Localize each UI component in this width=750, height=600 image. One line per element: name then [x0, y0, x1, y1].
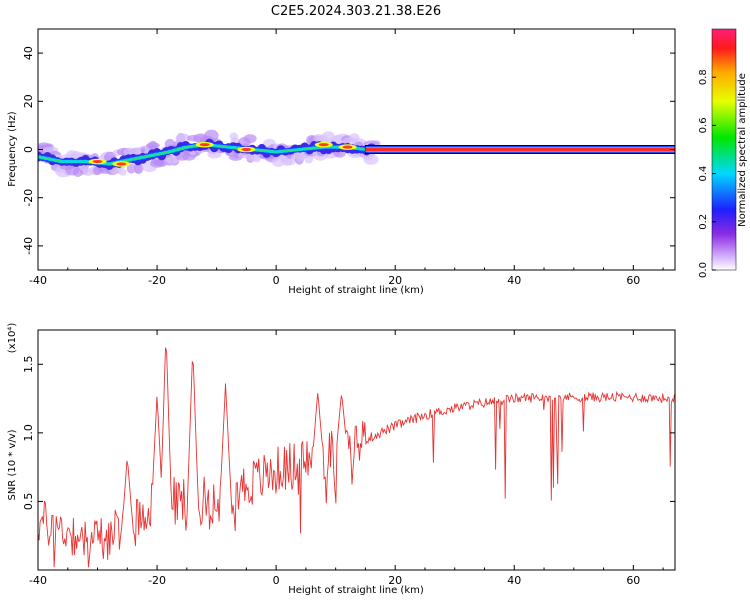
spectrogram-hot-spot-core — [318, 143, 329, 147]
snr-panel: -40 -20 0 20 40 60 0.5 1.0 1.5 Height of straigh… — [7, 323, 676, 596]
spectrogram-halo-blob — [165, 157, 180, 164]
x-tick-label: 60 — [626, 574, 640, 587]
x-tick-label: -20 — [148, 274, 166, 287]
colorbar: 0.0 0.2 0.4 0.6 0.8 Normalized spectral ampl… — [698, 28, 748, 278]
snr-x-label: Height of straight line (km) — [288, 585, 424, 596]
spectrogram-x-label: Height of straight line (km) — [288, 285, 424, 296]
x-tick-label: 40 — [507, 574, 521, 587]
x-tick-label: 20 — [388, 574, 402, 587]
spectrogram-halo-blob — [175, 133, 191, 144]
y-tick-label: 0 — [22, 146, 35, 153]
y-tick-label: 0.5 — [22, 493, 35, 511]
y-tick-label: 1.0 — [22, 424, 35, 442]
spectrogram-halo-blob — [363, 154, 379, 165]
y-tick-label: -40 — [22, 237, 35, 255]
snr-series-line — [38, 347, 675, 568]
spectrogram-hot-spot-core — [116, 162, 127, 166]
spectrogram-hot-spot-core — [92, 159, 103, 164]
spectrogram-hot-spot-core — [241, 147, 252, 152]
steady-band-core — [365, 147, 675, 152]
snr-ticks: -40 -20 0 20 40 60 0.5 1.0 1.5 — [22, 330, 675, 587]
spectrogram-ridge-segment — [162, 151, 172, 154]
spectrogram-halo-blob — [118, 168, 127, 176]
snr-y-label: SNR (10 * v/v) — [7, 429, 18, 500]
spectrogram-marks — [38, 129, 675, 178]
colorbar-gradient — [711, 28, 737, 271]
spectrogram-ridge-segment — [166, 150, 176, 153]
figure-title: C2E5.2024.303.21.38.E26 — [271, 4, 441, 19]
x-tick-label: -40 — [29, 274, 47, 287]
x-tick-label: -40 — [29, 574, 47, 587]
x-tick-label: 0 — [273, 274, 280, 287]
snr-marks — [38, 347, 675, 568]
spectrogram-halo-blob — [133, 162, 144, 175]
spectrogram-panel: -40 -20 0 20 40 60 -40 -20 0 20 40 Height of strai… — [7, 28, 676, 296]
x-tick-label: 40 — [507, 274, 521, 287]
spectrogram-ridge-segment — [171, 149, 181, 151]
x-tick-label: 60 — [626, 274, 640, 287]
snr-y-multiplier: (x10⁴) — [7, 323, 18, 354]
spectrogram-ridge-segment — [176, 147, 186, 150]
spectrogram-hot-spot-core — [342, 145, 353, 149]
spectrogram-hot-spot-core — [199, 143, 210, 147]
y-tick-label: -20 — [22, 189, 35, 207]
colorbar-ticks: 0.0 0.2 0.4 0.6 0.8 — [698, 69, 716, 278]
colorbar-tick-label: 0.2 — [698, 214, 709, 230]
colorbar-tick-label: 0.4 — [698, 166, 709, 182]
colorbar-label: Normalized spectral amplitude — [737, 73, 748, 227]
colorbar-tick-label: 0.0 — [698, 262, 709, 278]
x-tick-label: 0 — [273, 574, 280, 587]
spectrogram-ticks: -40 -20 0 20 40 60 -40 -20 0 20 40 — [22, 29, 675, 287]
x-tick-label: 20 — [388, 274, 402, 287]
spectrogram-halo-blob — [155, 159, 168, 167]
y-tick-label: 40 — [22, 46, 35, 60]
spectrogram-halo-blob — [243, 134, 257, 144]
spectrogram-halo-blob — [146, 142, 161, 149]
snr-frame — [37, 329, 676, 571]
y-tick-label: 1.5 — [22, 356, 35, 374]
colorbar-tick-label: 0.8 — [698, 69, 709, 85]
x-tick-label: -20 — [148, 574, 166, 587]
spectrogram-y-label: Frequency (Hz) — [7, 111, 18, 187]
y-tick-label: 20 — [22, 94, 35, 108]
colorbar-tick-label: 0.6 — [698, 117, 709, 133]
